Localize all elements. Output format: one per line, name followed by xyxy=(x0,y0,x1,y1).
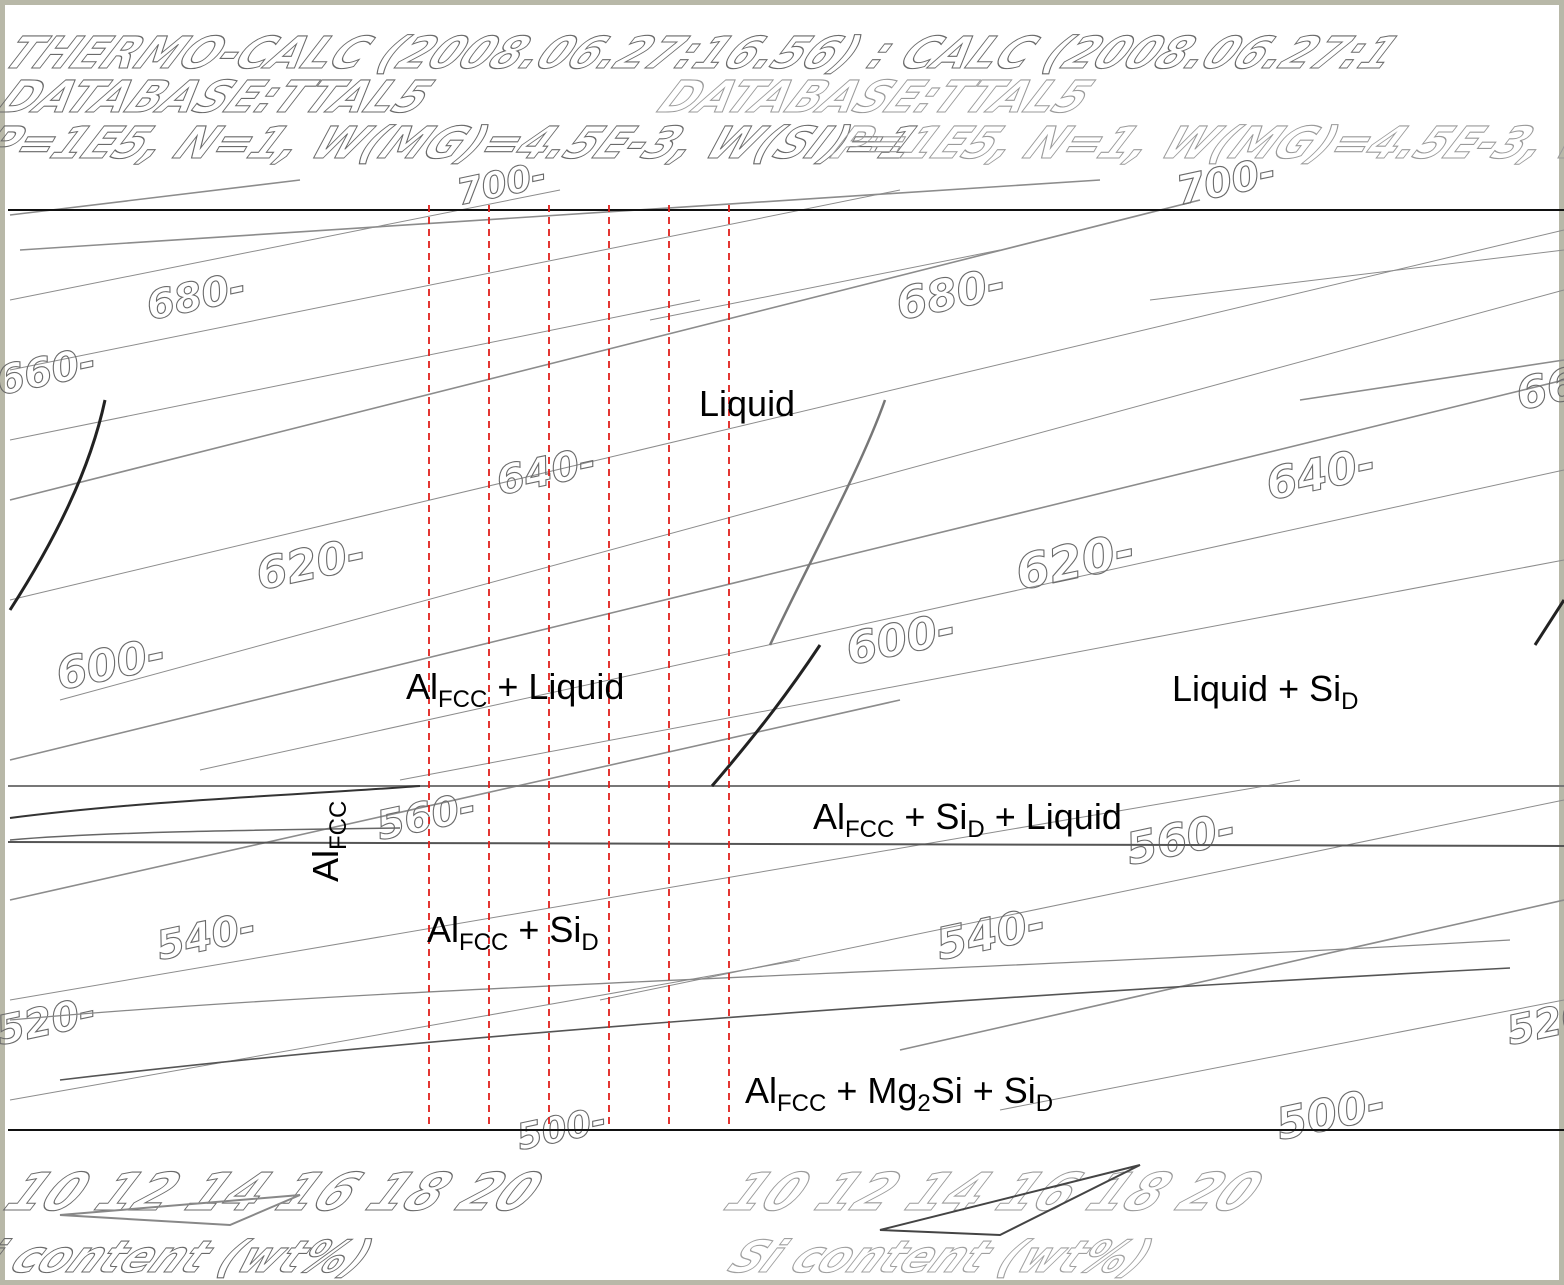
al-mg2si-si-sub2: D xyxy=(1035,1090,1054,1117)
region-al-fcc-si: AlFCC + SiD xyxy=(427,909,599,955)
al-vertical-sub: FCC xyxy=(325,800,352,850)
red-dashed-guides xyxy=(428,205,730,1128)
ghost-diagonal-lines xyxy=(9,179,1564,1111)
al-mg2si-si-base: Al xyxy=(745,1070,778,1111)
ghost-diagonal-line xyxy=(9,299,701,441)
liquidus-curve-mid xyxy=(768,399,887,646)
liquidus-curve-left xyxy=(8,399,107,611)
ghost-header-line3-copy: P=1E5, N=1, W(MG)=4.5E-3, W(SI)=1 xyxy=(822,118,1564,169)
region-al-fcc-si-liquid: AlFCC + SiD + Liquid xyxy=(813,796,1122,842)
ghost-diagonal-line xyxy=(1299,359,1564,401)
ghost-tick-label: 540- xyxy=(932,898,1050,971)
ghost-diagonal-line xyxy=(9,959,801,1101)
ghost-diagonal-line xyxy=(9,189,561,301)
ghost-diagonal-line xyxy=(9,779,1301,1001)
region-al-fcc-mg2si-si: AlFCC + Mg2Si + SiD xyxy=(745,1070,1053,1116)
ghost-diagonal-line xyxy=(19,179,1101,251)
ghost-footer-xlabel-copy: Si content (wt%) xyxy=(719,1232,1163,1283)
liquidus-curve-si xyxy=(710,644,822,787)
al-si-liquid-base: Al xyxy=(813,796,846,837)
solvus-curve-al-2 xyxy=(9,827,401,841)
ghost-arrow-left xyxy=(59,1194,301,1227)
al-si-liquid-mid: + Si xyxy=(894,796,968,837)
al-si-liquid-rest: + Liquid xyxy=(984,796,1122,837)
al-si-liquid-sub2: D xyxy=(967,816,985,843)
region-liquid-si: Liquid + SiD xyxy=(1172,668,1358,714)
ghost-tick-labels: 700- 700-680- 680-660- 660-640- 640-620- 620-… xyxy=(0,148,1564,1159)
ghost-header-line3: P=1E5, N=1, W(MG)=4.5E-3, W(SI)=1 xyxy=(0,118,929,169)
ghost-diagonal-line xyxy=(649,249,1001,321)
ghost-header-line1: THERMO-CALC (2008.06.27:16.56) : CALC (2… xyxy=(0,28,1409,79)
ghost-tick-label: 680- xyxy=(143,264,250,330)
al-mg2si-si-sub: FCC xyxy=(777,1090,827,1117)
al-fcc-liquid-sub: FCC xyxy=(438,686,488,713)
ghost-diagonal-line xyxy=(399,559,1564,781)
al-si-mid: + Si xyxy=(508,909,582,950)
ghost-tick-label: 660- xyxy=(1512,348,1564,421)
al-si-liquid-sub: FCC xyxy=(845,816,895,843)
ghost-header: THERMO-CALC (2008.06.27:16.56) : CALC (2… xyxy=(0,28,1564,170)
al-fcc-liquid-rest: + Liquid xyxy=(487,666,625,707)
liquid-si-sub: D xyxy=(1341,688,1359,715)
al-vertical-base: Al xyxy=(305,849,346,882)
ghost-diagonal-line xyxy=(999,999,1564,1111)
solvus-curve-lower xyxy=(59,967,1511,1081)
ghost-tick-label: 600- xyxy=(52,628,170,701)
ghost-diagonal-line xyxy=(899,899,1564,1051)
ghost-arrow-right xyxy=(879,1164,1141,1237)
ghost-tick-label: 660- xyxy=(0,339,100,405)
al-mg2si-si-subnum: 2 xyxy=(917,1090,931,1117)
region-liquid-text: Liquid xyxy=(699,383,796,424)
ghost-diagonal-line xyxy=(199,469,1564,771)
region-liquid: Liquid xyxy=(699,386,795,422)
ghost-diagonal-line xyxy=(1149,249,1564,301)
ghost-tick-label: 520- xyxy=(1503,989,1564,1055)
al-si-base: Al xyxy=(427,909,460,950)
ghost-diagonal-line xyxy=(59,289,1564,701)
ghost-footer-xticks-copy: 10 12 14 16 18 20 xyxy=(714,1163,1273,1223)
liquid-si-base: Liquid + Si xyxy=(1172,668,1342,709)
al-si-sub2: D xyxy=(581,929,599,956)
ghost-tick-label: 500- xyxy=(1272,1078,1390,1151)
ghost-tick-label: 620- xyxy=(252,528,370,601)
ghost-tick-label: 560- xyxy=(1122,803,1240,876)
ghost-tick-label: 600- xyxy=(842,603,960,676)
ghost-diagonal-line xyxy=(9,229,1564,601)
al-mg2si-si-mid: + Mg xyxy=(826,1070,918,1111)
ghost-tick-label: 560- xyxy=(373,784,480,850)
ghost-diagonal-line xyxy=(9,199,1201,501)
al-fcc-liquid-base: Al xyxy=(406,666,439,707)
ghost-tick-label: 620- xyxy=(1011,522,1140,602)
ghost-header-line2-copy: DATABASE:TTAL5 xyxy=(649,72,1103,123)
al-si-sub: FCC xyxy=(459,929,509,956)
ghost-diagonal-line xyxy=(9,379,1564,761)
solvus-curve-lower-2 xyxy=(9,939,1511,1021)
ghost-tick-label: 640- xyxy=(493,439,600,505)
solvus-curve-al xyxy=(9,785,421,819)
ghost-header-line2: DATABASE:TTAL5 xyxy=(0,72,443,123)
ghost-footer-xlabel: Si content (wt%) xyxy=(0,1232,383,1283)
liquidus-curve-right xyxy=(1533,599,1564,646)
ghost-tick-label: 680- xyxy=(892,258,1010,331)
ghost-diagonal-line xyxy=(9,699,901,901)
region-al-fcc-vertical: AlFCC xyxy=(305,801,352,882)
region-al-fcc-liquid: AlFCC + Liquid xyxy=(406,666,625,712)
ghost-diagonal-line xyxy=(9,189,901,371)
al-mg2si-si-mid2: Si + Si xyxy=(930,1070,1036,1111)
eutectic-line-lower xyxy=(7,841,1564,847)
